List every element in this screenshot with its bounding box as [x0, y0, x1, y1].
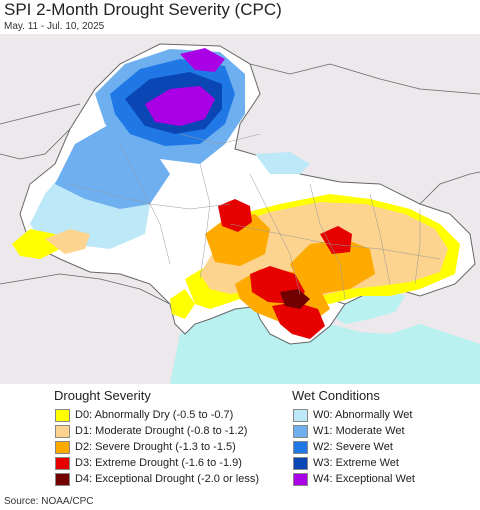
- drought-d1-west: [45, 229, 90, 254]
- drought-d0-west: [12, 229, 60, 259]
- drought-d3-crimea: [272, 302, 325, 339]
- legend-item-w1: W1: Moderate Wet: [293, 424, 405, 438]
- drought-d3-central: [218, 199, 252, 232]
- source-credit: Source: NOAA/CPC: [4, 496, 94, 507]
- swatch-d0: [55, 408, 70, 422]
- drought-d3-east: [320, 226, 352, 254]
- legend-item-w2: W2: Severe Wet: [293, 440, 393, 454]
- azov-sea: [330, 289, 405, 324]
- wet-legend-title: Wet Conditions: [292, 388, 380, 403]
- swatch-w4: [293, 472, 308, 486]
- legend-label-w0: W0: Abnormally Wet: [313, 409, 413, 421]
- legend-item-d0: D0: Abnormally Dry (-0.5 to -0.7): [55, 408, 233, 422]
- swatch-d1: [55, 424, 70, 438]
- wet-w4-region: [145, 86, 215, 126]
- legend-label-w3: W3: Extreme Wet: [313, 457, 399, 469]
- legend-item-w4: W4: Exceptional Wet: [293, 472, 415, 486]
- legend-item-w3: W3: Extreme Wet: [293, 456, 399, 470]
- drought-d2-central: [205, 214, 270, 266]
- swatch-w1: [293, 424, 308, 438]
- legend-label-d0: D0: Abnormally Dry (-0.5 to -0.7): [75, 409, 234, 421]
- legend-label-w4: W4: Exceptional Wet: [313, 473, 415, 485]
- legend-panel: Drought Severity Wet Conditions D0: Abno…: [0, 384, 480, 492]
- legend-label-d2: D2: Severe Drought (-1.3 to -1.5): [75, 441, 236, 453]
- swatch-w2: [293, 440, 308, 454]
- legend-label-d4: D4: Exceptional Drought (-2.0 or less): [75, 473, 260, 485]
- drought-map: [0, 34, 480, 384]
- black-sea: [170, 304, 480, 384]
- legend-label-w1: W1: Moderate Wet: [313, 425, 405, 437]
- drought-d2-east: [290, 239, 375, 294]
- swatch-d2: [55, 440, 70, 454]
- legend-label-d1: D1: Moderate Drought (-0.8 to -1.2): [75, 425, 248, 437]
- country-borders: [0, 63, 480, 305]
- swatch-d3: [55, 456, 70, 470]
- legend-item-d4: D4: Exceptional Drought (-2.0 or less): [55, 472, 259, 486]
- legend-item-d3: D3: Extreme Drought (-1.6 to -1.9): [55, 456, 242, 470]
- drought-legend-title: Drought Severity: [54, 388, 151, 403]
- legend-item-d1: D1: Moderate Drought (-0.8 to -1.2): [55, 424, 247, 438]
- oblast-borders: [69, 133, 441, 300]
- swatch-w3: [293, 456, 308, 470]
- legend-item-d2: D2: Severe Drought (-1.3 to -1.5): [55, 440, 236, 454]
- swatch-d4: [55, 472, 70, 486]
- legend-item-w0: W0: Abnormally Wet: [293, 408, 412, 422]
- wet-w4-ne: [180, 48, 225, 72]
- wet-w0-east: [255, 152, 310, 174]
- swatch-w0: [293, 408, 308, 422]
- drought-d0-southwest: [170, 289, 195, 319]
- map-title: SPI 2-Month Drought Severity (CPC): [4, 0, 282, 19]
- date-range: May. 11 - Jul. 10, 2025: [4, 21, 105, 32]
- legend-label-d3: D3: Extreme Drought (-1.6 to -1.9): [75, 457, 242, 469]
- drought-d4-region: [280, 289, 310, 309]
- legend-label-w2: W2: Severe Wet: [313, 441, 393, 453]
